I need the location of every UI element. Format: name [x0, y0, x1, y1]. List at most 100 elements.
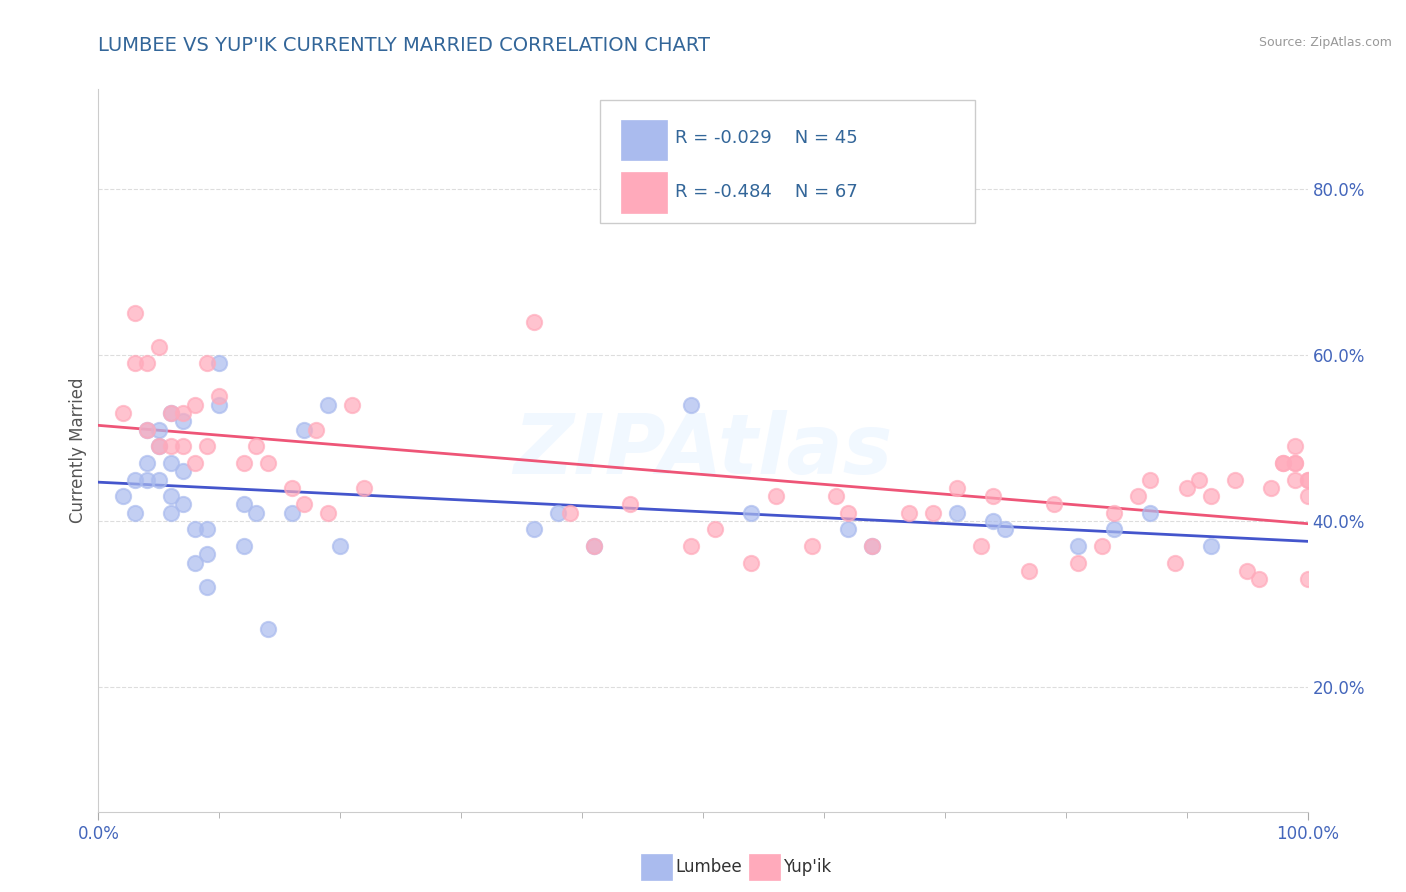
Point: [148, 439, 170, 453]
Y-axis label: Currently Married: Currently Married: [69, 377, 87, 524]
Point: [1139, 473, 1161, 487]
Point: [800, 539, 823, 553]
Point: [256, 456, 278, 470]
Point: [1236, 564, 1258, 578]
Point: [148, 423, 170, 437]
Text: R = -0.029    N = 45: R = -0.029 N = 45: [675, 129, 858, 147]
Point: [1102, 506, 1125, 520]
Point: [583, 539, 606, 553]
Point: [342, 398, 364, 412]
Point: [172, 498, 194, 512]
Point: [124, 473, 146, 487]
Point: [946, 506, 969, 520]
Point: [704, 522, 727, 536]
Point: [1139, 506, 1161, 520]
Point: [281, 506, 304, 520]
Point: [281, 481, 304, 495]
Point: [124, 356, 146, 370]
Point: [245, 439, 267, 453]
Point: [160, 456, 183, 470]
Point: [1042, 498, 1064, 512]
Point: [1260, 481, 1282, 495]
Point: [1199, 489, 1222, 503]
Point: [195, 356, 218, 370]
Text: R = -0.484    N = 67: R = -0.484 N = 67: [675, 183, 858, 201]
Point: [135, 423, 157, 437]
Point: [921, 506, 943, 520]
Point: [679, 398, 702, 412]
Point: [1018, 564, 1040, 578]
Point: [135, 456, 157, 470]
Point: [1296, 473, 1319, 487]
Point: [353, 481, 375, 495]
Point: [292, 498, 315, 512]
Point: [1102, 522, 1125, 536]
Point: [837, 506, 859, 520]
Point: [160, 439, 183, 453]
Point: [316, 398, 339, 412]
Point: [305, 423, 328, 437]
Point: [135, 423, 157, 437]
Point: [172, 439, 194, 453]
Point: [1296, 572, 1319, 586]
Point: [172, 414, 194, 428]
FancyBboxPatch shape: [600, 100, 976, 223]
Point: [316, 506, 339, 520]
Point: [208, 356, 231, 370]
Point: [1284, 456, 1306, 470]
Point: [195, 547, 218, 561]
Point: [184, 556, 207, 570]
Point: [245, 506, 267, 520]
Point: [208, 389, 231, 403]
Point: [1091, 539, 1114, 553]
Point: [981, 514, 1004, 528]
Text: Yup'ik: Yup'ik: [783, 858, 831, 876]
Point: [148, 439, 170, 453]
Point: [208, 398, 231, 412]
Point: [1272, 456, 1295, 470]
Point: [1067, 556, 1090, 570]
Point: [1175, 481, 1198, 495]
Point: [1163, 556, 1185, 570]
Point: [740, 506, 762, 520]
Text: ZIPAtlas: ZIPAtlas: [513, 410, 893, 491]
Point: [195, 581, 218, 595]
Point: [160, 506, 183, 520]
Point: [825, 489, 848, 503]
Point: [897, 506, 920, 520]
Point: [135, 356, 157, 370]
Point: [1188, 473, 1211, 487]
Point: [232, 539, 254, 553]
Point: [111, 489, 134, 503]
Point: [1272, 456, 1295, 470]
Point: [583, 539, 606, 553]
Point: [860, 539, 883, 553]
Point: [1223, 473, 1246, 487]
Point: [679, 539, 702, 553]
Point: [160, 406, 183, 420]
Point: [135, 473, 157, 487]
Point: [765, 489, 787, 503]
Point: [1249, 572, 1271, 586]
Point: [1199, 539, 1222, 553]
Point: [1128, 489, 1150, 503]
Point: [740, 556, 762, 570]
Point: [619, 498, 641, 512]
Point: [160, 489, 183, 503]
Point: [523, 522, 546, 536]
Point: [1296, 489, 1319, 503]
Point: [160, 406, 183, 420]
Point: [1284, 456, 1306, 470]
Point: [981, 489, 1004, 503]
Point: [232, 456, 254, 470]
Text: Source: ZipAtlas.com: Source: ZipAtlas.com: [1258, 36, 1392, 49]
Point: [1284, 473, 1306, 487]
Point: [970, 539, 993, 553]
Text: Lumbee: Lumbee: [675, 858, 741, 876]
Point: [256, 622, 278, 636]
Point: [184, 398, 207, 412]
Point: [124, 506, 146, 520]
Point: [148, 473, 170, 487]
Point: [523, 315, 546, 329]
Point: [547, 506, 569, 520]
